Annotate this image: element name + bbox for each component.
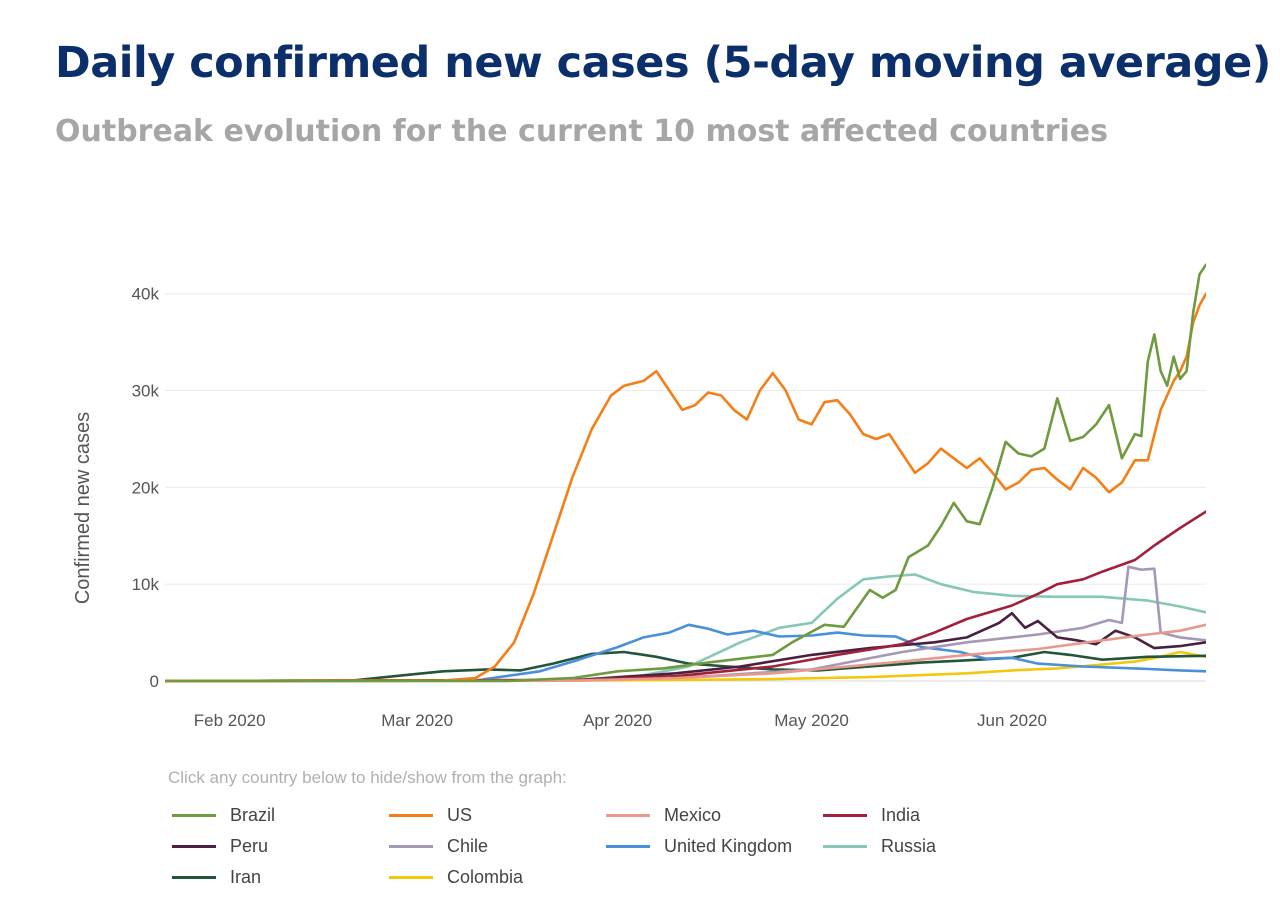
- series-line-india: [165, 510, 1206, 683]
- legend-label: Mexico: [664, 804, 722, 825]
- legend-item-russia[interactable]: Russia: [823, 831, 936, 861]
- legend-item-united-kingdom[interactable]: United Kingdom: [606, 831, 792, 861]
- series-lines: [165, 263, 1206, 683]
- x-tick-label: May 2020: [774, 711, 849, 730]
- legend-item-peru[interactable]: Peru: [172, 831, 268, 861]
- series-line-us: [165, 292, 1206, 683]
- legend-swatch: [606, 844, 650, 848]
- legend-swatch: [389, 813, 433, 817]
- y-tick-label: 30k: [132, 382, 160, 401]
- series-line-russia: [165, 573, 1206, 683]
- legend-item-india[interactable]: India: [823, 800, 920, 830]
- x-tick-label: Apr 2020: [583, 711, 652, 730]
- legend-swatch: [606, 813, 650, 817]
- y-tick-label: 20k: [132, 478, 160, 497]
- x-tick-label: Mar 2020: [381, 711, 453, 730]
- legend-swatch: [823, 844, 867, 848]
- legend-label: Brazil: [230, 804, 276, 825]
- grid: [165, 293, 1206, 682]
- legend-swatch: [172, 844, 216, 848]
- legend-item-colombia[interactable]: Colombia: [389, 862, 523, 892]
- legend-item-brazil[interactable]: Brazil: [172, 800, 275, 830]
- series-line-brazil: [165, 263, 1206, 683]
- legend-swatch: [172, 875, 216, 879]
- legend-hint: Click any country below to hide/show fro…: [168, 768, 567, 787]
- legend-item-mexico[interactable]: Mexico: [606, 800, 721, 830]
- x-tick-label: Feb 2020: [194, 711, 266, 730]
- page-title: Daily confirmed new cases (5-day moving …: [55, 38, 1271, 88]
- y-tick-label: 10k: [132, 575, 160, 594]
- legend-label: US: [447, 804, 473, 825]
- legend-swatch: [389, 875, 433, 879]
- legend-label: United Kingdom: [664, 835, 793, 856]
- legend-swatch: [172, 813, 216, 817]
- x-tick-label: Jun 2020: [977, 711, 1047, 730]
- series-line-mexico: [165, 623, 1206, 683]
- y-axis-title: Confirmed new cases: [72, 412, 94, 604]
- legend-label: Iran: [230, 866, 262, 887]
- y-tick-label: 40k: [132, 285, 160, 304]
- legend-label: Russia: [881, 835, 937, 856]
- legend-label: Peru: [230, 835, 269, 856]
- legend-item-us[interactable]: US: [389, 800, 472, 830]
- legend-item-iran[interactable]: Iran: [172, 862, 261, 892]
- page-subtitle: Outbreak evolution for the current 10 mo…: [55, 114, 1108, 149]
- legend-item-chile[interactable]: Chile: [389, 831, 488, 861]
- legend-label: Chile: [447, 835, 489, 856]
- legend-label: India: [881, 804, 921, 825]
- legend-swatch: [389, 844, 433, 848]
- legend-swatch: [823, 813, 867, 817]
- legend-label: Colombia: [447, 866, 524, 887]
- y-tick-label: 0: [150, 672, 159, 691]
- axes: 0 10k 20k 30k 40k Feb 2020 Mar 2020 Apr 2020 May…: [72, 285, 1047, 730]
- series-line-iran: [165, 650, 1206, 683]
- series-line-united-kingdom: [165, 623, 1206, 683]
